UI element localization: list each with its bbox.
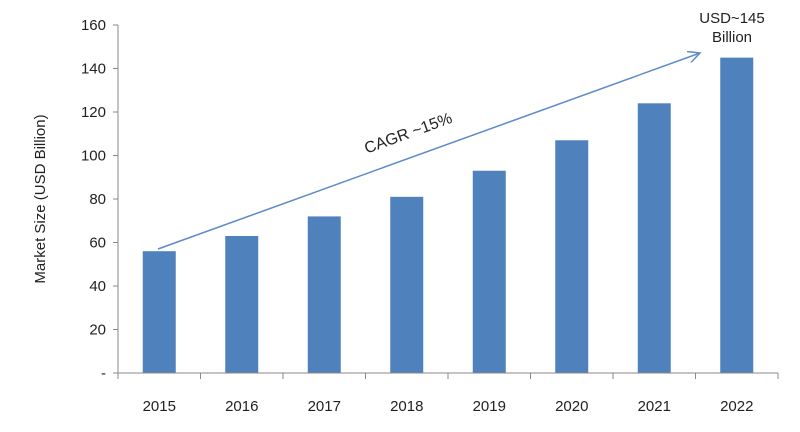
final-value-label-line2: Billion (712, 29, 752, 46)
final-value-label-line1: USD~145 (699, 10, 764, 27)
bar-2018 (390, 196, 424, 373)
y-tick-label: - (101, 365, 106, 382)
x-tick-label: 2018 (390, 398, 423, 415)
y-tick-label: 120 (81, 104, 106, 121)
y-tick-label: 140 (81, 61, 106, 78)
x-tick-label: 2021 (638, 398, 671, 415)
x-tick-label: 2016 (225, 398, 258, 415)
bar-2019 (472, 170, 506, 373)
bar-2016 (225, 235, 259, 373)
y-tick-label: 100 (81, 148, 106, 165)
x-tick-label: 2017 (308, 398, 341, 415)
x-tick-label: 2019 (473, 398, 506, 415)
x-tick-label: 2020 (555, 398, 588, 415)
cagr-label: CAGR ~15% (362, 110, 454, 157)
bar-2015 (142, 251, 176, 373)
x-tick-label: 2015 (143, 398, 176, 415)
bar-2017 (307, 216, 341, 373)
cagr-arrow (157, 53, 700, 250)
y-tick-label: 160 (81, 17, 106, 34)
y-tick-label: 40 (89, 278, 106, 295)
x-tick-label: 2022 (720, 398, 753, 415)
y-tick-label: 20 (89, 322, 106, 339)
bar-2021 (637, 103, 671, 374)
bar-2020 (555, 140, 589, 373)
y-tick-label: 60 (89, 235, 106, 252)
bar-2022 (720, 57, 754, 373)
y-tick-label: 80 (89, 191, 106, 208)
y-axis-label: Market Size (USD Billion) (32, 114, 49, 283)
